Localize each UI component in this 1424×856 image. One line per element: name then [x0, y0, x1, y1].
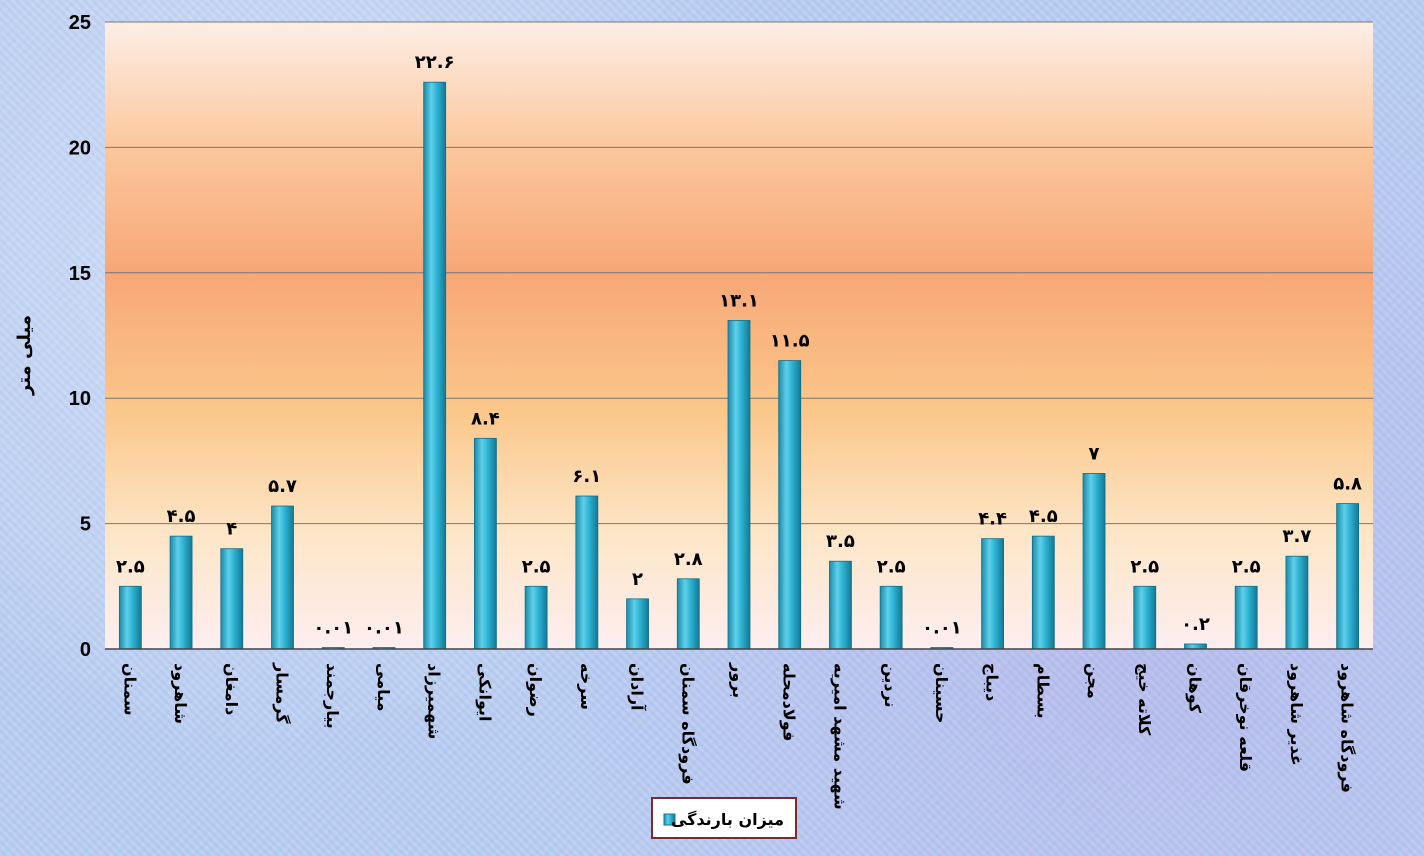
x-tick-label: سمنان: [120, 663, 139, 716]
bar: [778, 360, 802, 650]
data-label: ۴.۴: [978, 509, 1007, 530]
bar: [118, 585, 142, 650]
bar: [1336, 503, 1360, 650]
y-axis-ticks: 0 5 10 15 20 25: [69, 12, 91, 661]
data-label: ۰.۲: [1181, 614, 1210, 635]
data-label: ۲.۵: [116, 556, 145, 577]
bar: [575, 495, 599, 650]
x-tick-label: دیباج: [983, 663, 1002, 701]
bar: [1031, 535, 1055, 650]
data-label: ۲.۵: [522, 556, 551, 577]
data-label: ۰.۰۱: [364, 618, 404, 639]
x-tick-label: شاهرود: [171, 663, 190, 724]
data-label: ۳.۵: [826, 531, 855, 552]
bar: [1133, 585, 1157, 650]
legend-box: [651, 797, 797, 839]
x-tick-label: فرودگاه سمنان: [678, 663, 697, 785]
bar: [829, 560, 852, 650]
data-labels: ۲.۵ ۴.۵ ۴ ۵.۷ ۰.۰۱ ۰.۰۱ ۲۲.۶ ۸.۴ ۲.۵ ۶.۱ ۲ ۲.۸ ۱۳.۱ ۱…: [116, 52, 1362, 638]
bar: [169, 535, 193, 650]
data-label: ۴: [226, 519, 237, 540]
x-tick-label: کلاته خیج: [1135, 663, 1154, 736]
y-tick-label: 25: [69, 12, 91, 34]
data-label: ۲.۸: [674, 549, 703, 570]
x-tick-label: دامغان: [222, 663, 241, 715]
bar: [727, 320, 751, 650]
data-label: ۴.۵: [167, 506, 196, 527]
x-tick-label: بسطام: [1033, 663, 1052, 719]
y-tick-label: 0: [80, 639, 91, 661]
y-tick-label: 5: [80, 514, 91, 536]
bar: [524, 585, 548, 650]
data-label: ۱۳.۱: [719, 290, 759, 311]
x-tick-label: غدیر شاهرود: [1287, 663, 1306, 766]
x-tick-label: رضوان: [526, 663, 545, 717]
y-tick-label: 20: [69, 137, 91, 159]
x-tick-label: مجن: [1084, 663, 1103, 699]
bar: [626, 598, 649, 650]
data-label: ۲.۵: [877, 556, 906, 577]
bars: [118, 81, 1360, 650]
x-tick-label: حسینان: [932, 663, 951, 724]
data-label: ۰.۰۱: [922, 618, 962, 639]
x-tick-label: ایوانکی: [475, 663, 494, 722]
x-tick-label: فرودگاه شاهرود: [1338, 663, 1357, 793]
bar: [879, 585, 903, 650]
data-label: ۲: [632, 569, 643, 590]
y-axis-title: میلی متر: [14, 315, 35, 396]
bar: [1184, 643, 1207, 650]
bar: [1285, 555, 1309, 650]
x-tick-label: بیارجمند: [323, 663, 342, 729]
data-label: ۳.۷: [1283, 526, 1312, 547]
x-tick-label: گرمسار: [273, 662, 292, 724]
data-label: ۵.۷: [268, 476, 297, 497]
data-label: ۶.۱: [572, 466, 601, 487]
data-label: ۲۲.۶: [415, 52, 455, 73]
data-label: ۱۱.۵: [770, 331, 810, 352]
y-tick-label: 10: [69, 388, 91, 410]
x-tick-label: نردین: [881, 663, 900, 708]
bar: [423, 81, 447, 650]
bar: [473, 437, 497, 650]
bar: [1234, 585, 1258, 650]
x-tick-label: آرادان: [628, 663, 648, 711]
legend-swatch: [663, 813, 676, 826]
category-labels: سمنان شاهرود دامغان گرمسار بیارجمند میامی شهمی…: [120, 662, 1356, 810]
x-tick-label: میامی: [374, 663, 393, 712]
x-tick-label: شهمیرزاد: [425, 663, 444, 739]
legend-label: میزان بارندگی: [671, 810, 784, 829]
x-tick-label: قلعه نوخرقان: [1236, 663, 1255, 772]
bar: [676, 578, 700, 650]
x-tick-label: سرخه: [577, 663, 596, 710]
bar: [271, 505, 294, 650]
data-label: ۷: [1089, 443, 1100, 464]
data-label: ۵.۸: [1333, 474, 1362, 495]
x-tick-label: برور: [729, 662, 748, 698]
data-label: ۲.۵: [1130, 556, 1159, 577]
data-label: ۸.۴: [471, 408, 500, 429]
data-label: ۰.۰۱: [313, 618, 353, 639]
bar: [981, 538, 1004, 650]
x-tick-label: فولادمحله: [780, 663, 799, 741]
x-tick-label: شهید مشهد امیریه: [830, 663, 849, 810]
legend: میزان بارندگی: [651, 797, 797, 839]
data-label: ۴.۵: [1029, 506, 1058, 527]
y-tick-label: 15: [69, 263, 91, 285]
bar: [220, 548, 244, 650]
x-tick-label: کوهان: [1185, 663, 1204, 714]
data-label: ۲.۵: [1232, 556, 1261, 577]
bar: [1082, 473, 1106, 650]
